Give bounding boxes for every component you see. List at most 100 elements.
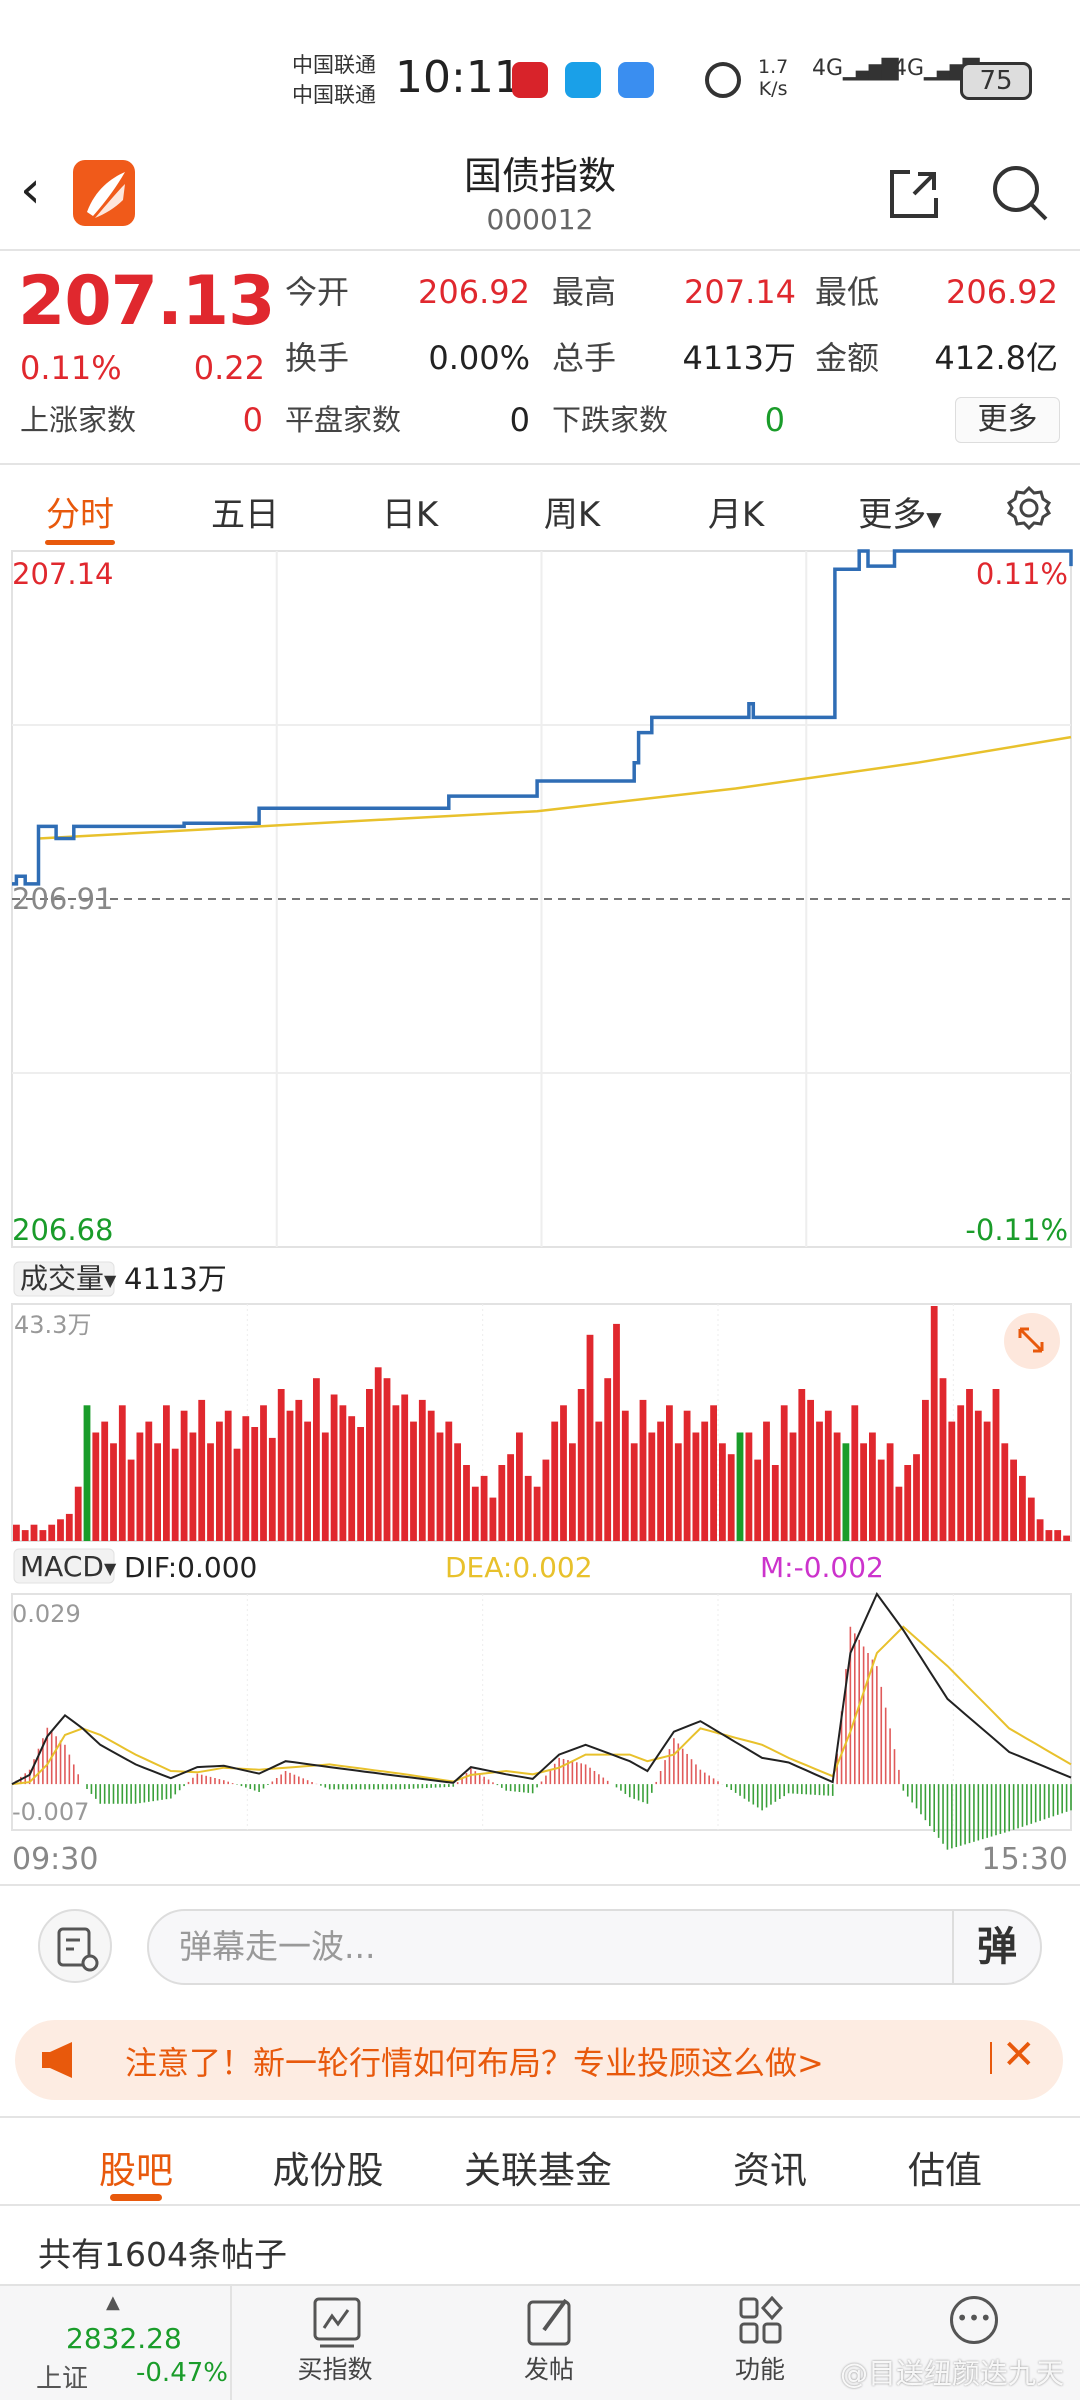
content-tab[interactable]: 股吧 xyxy=(99,2149,173,2192)
chart-tab[interactable]: 更多▼ xyxy=(858,495,942,535)
volume-bar xyxy=(498,1465,506,1541)
volume-bar xyxy=(974,1410,982,1541)
notice-text[interactable]: 注意了！新一轮行情如何布局？专业投顾这么做> xyxy=(125,2044,824,2082)
volume-bar xyxy=(577,1389,585,1541)
functions-grid-icon[interactable] xyxy=(738,2295,784,2350)
status-time: 10:11 xyxy=(395,52,522,103)
volume-bar xyxy=(251,1427,259,1541)
search-icon[interactable] xyxy=(990,163,1050,227)
settings-gear-icon[interactable] xyxy=(1005,484,1053,536)
macd-indicator-dropdown[interactable] xyxy=(13,1548,115,1584)
volume-bar xyxy=(92,1432,100,1541)
expand-up-icon[interactable]: ▲ xyxy=(106,2292,120,2313)
base-price-label: 206.91 xyxy=(12,882,113,916)
volume-bar xyxy=(621,1410,629,1541)
dea-line xyxy=(11,1625,1072,1786)
breadth-label: 平盘家数 xyxy=(285,403,402,437)
price-line xyxy=(12,549,1073,886)
index-value[interactable]: 2832.28 xyxy=(66,2322,182,2355)
buy-index-icon[interactable] xyxy=(312,2296,362,2352)
volume-bar xyxy=(127,1459,135,1541)
volume-bar xyxy=(551,1421,559,1541)
volume-bar xyxy=(948,1421,956,1541)
bottom-item-buy-index[interactable]: 买指数 xyxy=(297,2355,373,2384)
volume-bar xyxy=(180,1410,188,1541)
content-tab[interactable]: 估值 xyxy=(908,2149,982,2192)
volume-bar xyxy=(1019,1475,1026,1541)
y-min-pct-label: -0.11% xyxy=(965,1213,1068,1247)
volume-bar xyxy=(304,1421,311,1541)
volume-bar xyxy=(1010,1459,1017,1541)
share-icon[interactable] xyxy=(888,168,940,224)
volume-bar xyxy=(569,1443,576,1541)
chart-tab[interactable]: 五日 xyxy=(211,495,279,535)
macd-min-label: -0.007 xyxy=(12,1798,89,1826)
volume-bar xyxy=(427,1410,435,1541)
volume-bar xyxy=(110,1443,117,1541)
chart-tab[interactable]: 周K xyxy=(543,495,601,535)
m-label: M:-0.002 xyxy=(760,1551,884,1584)
danmaku-send-button[interactable]: 弹 xyxy=(952,1911,1040,1983)
index-name[interactable]: 上证 xyxy=(36,2364,89,2394)
carrier-1: 中国联通 xyxy=(292,53,376,77)
volume-bar xyxy=(710,1405,717,1541)
compose-post-icon[interactable] xyxy=(526,2296,572,2352)
volume-bar xyxy=(727,1454,735,1541)
breadth-label: 下跌家数 xyxy=(552,403,669,437)
volume-bar xyxy=(313,1378,320,1541)
volume-bar xyxy=(719,1443,726,1541)
notice-banner[interactable] xyxy=(15,2020,1063,2100)
volume-bar xyxy=(789,1432,797,1541)
chart-tab[interactable]: 月K xyxy=(707,495,765,535)
volume-bar xyxy=(842,1443,850,1541)
breadth-value: 0 xyxy=(764,401,785,439)
volume-bar xyxy=(692,1432,700,1541)
content-tab[interactable]: 资讯 xyxy=(733,2149,807,2192)
volume-chart-frame xyxy=(11,1303,1072,1542)
volume-bar xyxy=(851,1405,859,1541)
volume-indicator-dropdown[interactable] xyxy=(13,1261,115,1297)
volume-bar xyxy=(983,1421,991,1541)
more-options-icon[interactable]: ••• xyxy=(950,2296,998,2344)
close-notice-icon[interactable]: ✕ xyxy=(1002,2032,1036,2078)
bottom-item-post[interactable]: 发帖 xyxy=(523,2355,575,2384)
bottom-item-functions[interactable]: 功能 xyxy=(734,2355,786,2384)
volume-bar xyxy=(410,1421,417,1541)
content-tab[interactable]: 关联基金 xyxy=(464,2149,612,2192)
volume-bar xyxy=(613,1323,620,1541)
volume-bar xyxy=(489,1497,497,1541)
expand-icon xyxy=(1018,1327,1044,1353)
chart-tab[interactable]: 分时 xyxy=(46,495,114,535)
back-button[interactable]: ‹ xyxy=(20,160,41,220)
dropdown-arrow-icon: ▼ xyxy=(926,507,942,531)
index-change[interactable]: -0.47% xyxy=(136,2358,228,2388)
macd-chart-frame xyxy=(11,1593,1072,1831)
stat-value: 206.92 xyxy=(946,273,1058,311)
volume-bar xyxy=(586,1334,594,1541)
chart-tab[interactable]: 日K xyxy=(381,495,439,535)
dif-line xyxy=(11,1592,1072,1785)
volume-bar xyxy=(13,1524,20,1541)
volume-label: 成交量 xyxy=(20,1262,104,1295)
breadth-value: 0 xyxy=(509,401,530,439)
stat-label: 总手 xyxy=(552,339,617,377)
volume-bar xyxy=(330,1394,338,1541)
active-tab-indicator xyxy=(110,2194,162,2201)
active-tab-indicator xyxy=(45,540,115,545)
more-stats-button[interactable]: 更多 xyxy=(955,397,1060,443)
volume-bar xyxy=(957,1405,965,1541)
content-tab[interactable]: 成份股 xyxy=(272,2149,384,2192)
danmaku-settings-button[interactable] xyxy=(38,1909,112,1983)
change-percent: 0.11% xyxy=(20,349,122,387)
volume-bar xyxy=(674,1443,682,1541)
volume-bar xyxy=(763,1421,770,1541)
weather-icon xyxy=(618,62,654,98)
dropdown-arrow-icon: ▼ xyxy=(104,1559,117,1578)
volume-bar xyxy=(1063,1535,1070,1541)
y-max-pct-label: 0.11% xyxy=(976,557,1068,591)
volume-bar xyxy=(260,1405,267,1541)
battery-indicator: 75 xyxy=(960,62,1032,100)
volume-bar xyxy=(357,1427,364,1541)
danmaku-input[interactable]: 弹幕走一波... xyxy=(147,1909,1042,1985)
